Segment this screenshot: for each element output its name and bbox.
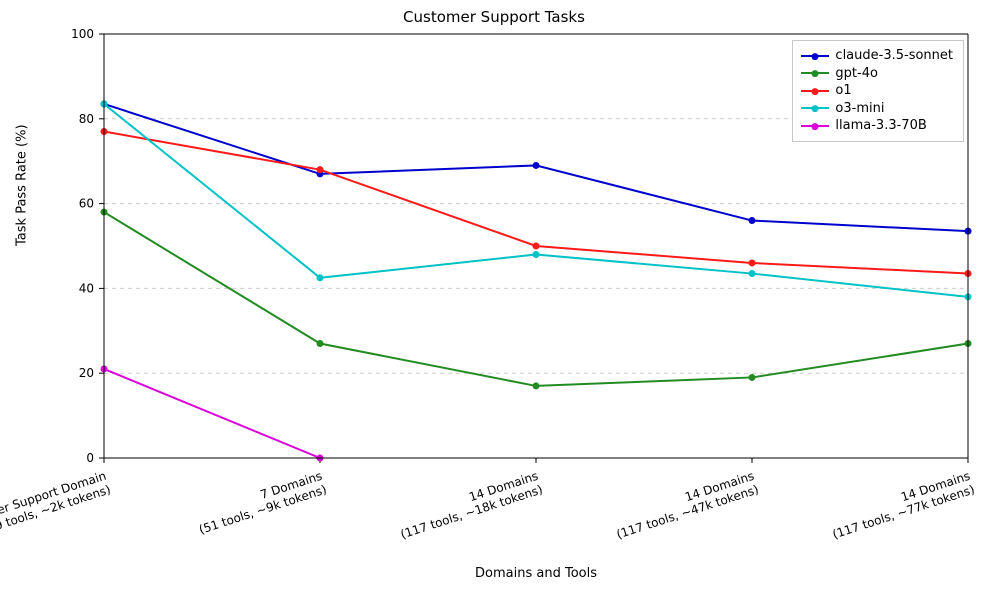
legend-label: gpt-4o [835,65,878,83]
legend-label: llama-3.3-70B [835,117,926,135]
y-tick-label: 80 [79,112,94,126]
series-marker [533,162,540,169]
chart-container: 020406080100Customer Support Domain(9 to… [0,0,988,590]
series-marker [749,259,756,266]
legend-label: o1 [835,82,851,100]
y-tick-label: 40 [79,281,94,295]
series-marker [317,340,324,347]
series-marker [533,382,540,389]
legend-swatch [801,107,829,109]
legend-item: o1 [801,82,953,100]
chart-title: Customer Support Tasks [0,8,988,26]
legend: claude-3.5-sonnetgpt-4oo1o3-minillama-3.… [792,40,964,142]
y-tick-label: 0 [86,451,94,465]
y-tick-label: 20 [79,366,94,380]
series-marker [749,374,756,381]
y-tick-label: 100 [71,27,94,41]
y-axis-label: Task Pass Rate (%) [15,124,30,246]
legend-swatch [801,72,829,74]
legend-item: claude-3.5-sonnet [801,47,953,65]
legend-swatch [801,125,829,127]
series-marker [749,217,756,224]
legend-item: llama-3.3-70B [801,117,953,135]
series-marker [533,243,540,250]
legend-label: claude-3.5-sonnet [835,47,953,65]
series-marker [749,270,756,277]
legend-swatch [801,55,829,57]
legend-item: gpt-4o [801,65,953,83]
legend-label: o3-mini [835,100,884,118]
legend-swatch [801,90,829,92]
series-marker [317,274,324,281]
legend-item: o3-mini [801,100,953,118]
x-axis-label: Domains and Tools [475,566,597,581]
series-marker [533,251,540,258]
series-marker [317,166,324,173]
y-tick-label: 60 [79,197,94,211]
